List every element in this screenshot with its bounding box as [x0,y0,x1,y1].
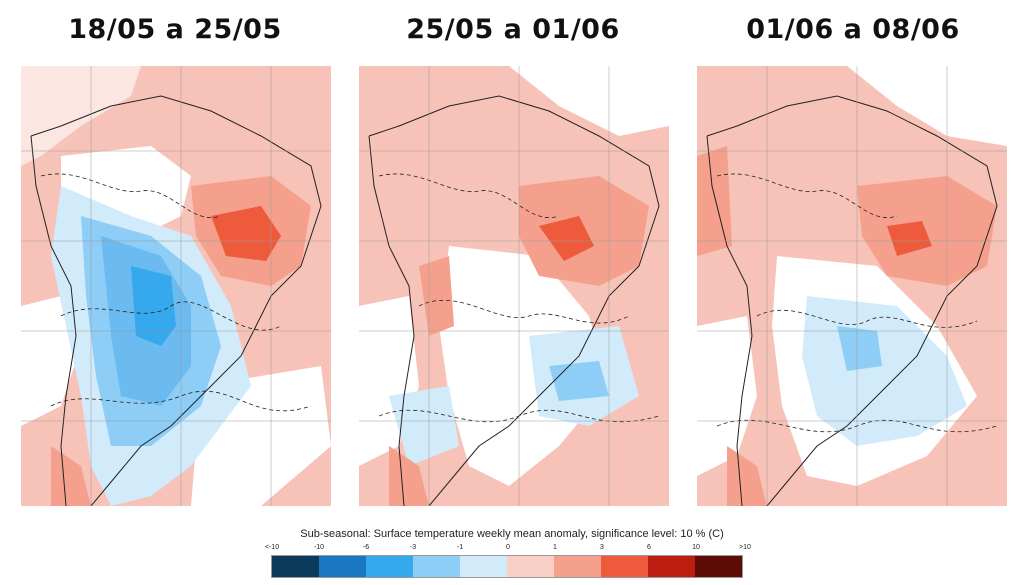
legend-tick-3: -6 [362,544,370,551]
legend-swatch-3 [366,556,413,577]
panel-3-title: 01/06 a 08/06 [746,14,960,45]
legend-tick-1: <-10 [264,544,280,551]
legend-tick-4: -3 [409,544,417,551]
legend-tick-2: -10 [313,544,325,551]
legend-swatch-4 [413,556,460,577]
legend-colorbar [271,555,743,578]
legend-tick-10: 10 [692,544,700,551]
legend-swatch-6 [507,556,554,577]
anomaly-map-week-2 [359,66,669,506]
legend-swatch-9 [648,556,695,577]
anomaly-map-week-1 [21,66,331,506]
legend-swatch-2 [319,556,366,577]
legend-tick-11: >10 [739,544,751,551]
panel-2-title: 25/05 a 01/06 [406,14,620,45]
legend-swatch-8 [601,556,648,577]
legend-swatch-5 [460,556,507,577]
legend-tick-5: -1 [456,544,464,551]
legend-tick-9: 6 [647,544,651,551]
legend-swatch-10 [695,556,742,577]
legend-tick-7: 1 [553,544,557,551]
anomaly-map-week-3 [697,66,1007,506]
legend-swatch-7 [554,556,601,577]
legend-swatch-1 [272,556,319,577]
panel-1-title: 18/05 a 25/05 [68,14,282,45]
legend-title: Sub-seasonal: Surface temperature weekly… [300,528,724,540]
legend-tick-8: 3 [600,544,604,551]
legend-tick-6: 0 [506,544,510,551]
